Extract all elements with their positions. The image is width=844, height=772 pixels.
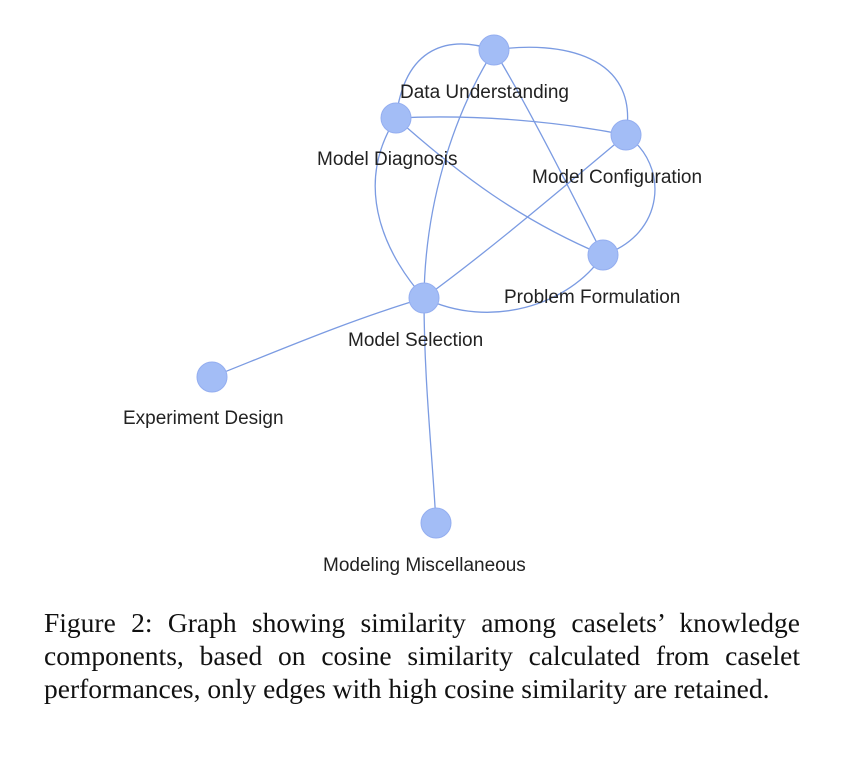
edge-model-diagnosis-model-selection — [375, 118, 424, 298]
label-data-understanding: Data Understanding — [400, 82, 569, 103]
edge-model-diagnosis-model-configuration — [396, 117, 626, 135]
label-model-selection: Model Selection — [348, 330, 483, 351]
node-data-understanding — [479, 35, 509, 65]
label-modeling-miscellaneous: Modeling Miscellaneous — [323, 555, 526, 576]
edge-data-understanding-model-diagnosis — [396, 44, 494, 118]
graph-labels: Data Understanding Model Diagnosis Model… — [123, 82, 702, 576]
node-modeling-miscellaneous — [421, 508, 451, 538]
node-model-configuration — [611, 120, 641, 150]
label-experiment-design: Experiment Design — [123, 408, 284, 429]
node-model-diagnosis — [381, 103, 411, 133]
label-model-configuration: Model Configuration — [532, 167, 702, 188]
similarity-graph: Data Understanding Model Diagnosis Model… — [0, 0, 844, 600]
node-problem-formulation — [588, 240, 618, 270]
node-experiment-design — [197, 362, 227, 392]
label-model-diagnosis: Model Diagnosis — [317, 149, 457, 170]
edge-data-understanding-problem-formulation — [494, 50, 603, 255]
node-model-selection — [409, 283, 439, 313]
label-problem-formulation: Problem Formulation — [504, 287, 680, 308]
figure-caption: Figure 2: Graph showing similarity among… — [44, 606, 800, 705]
graph-edges — [212, 44, 655, 523]
edge-model-configuration-problem-formulation — [603, 135, 655, 255]
